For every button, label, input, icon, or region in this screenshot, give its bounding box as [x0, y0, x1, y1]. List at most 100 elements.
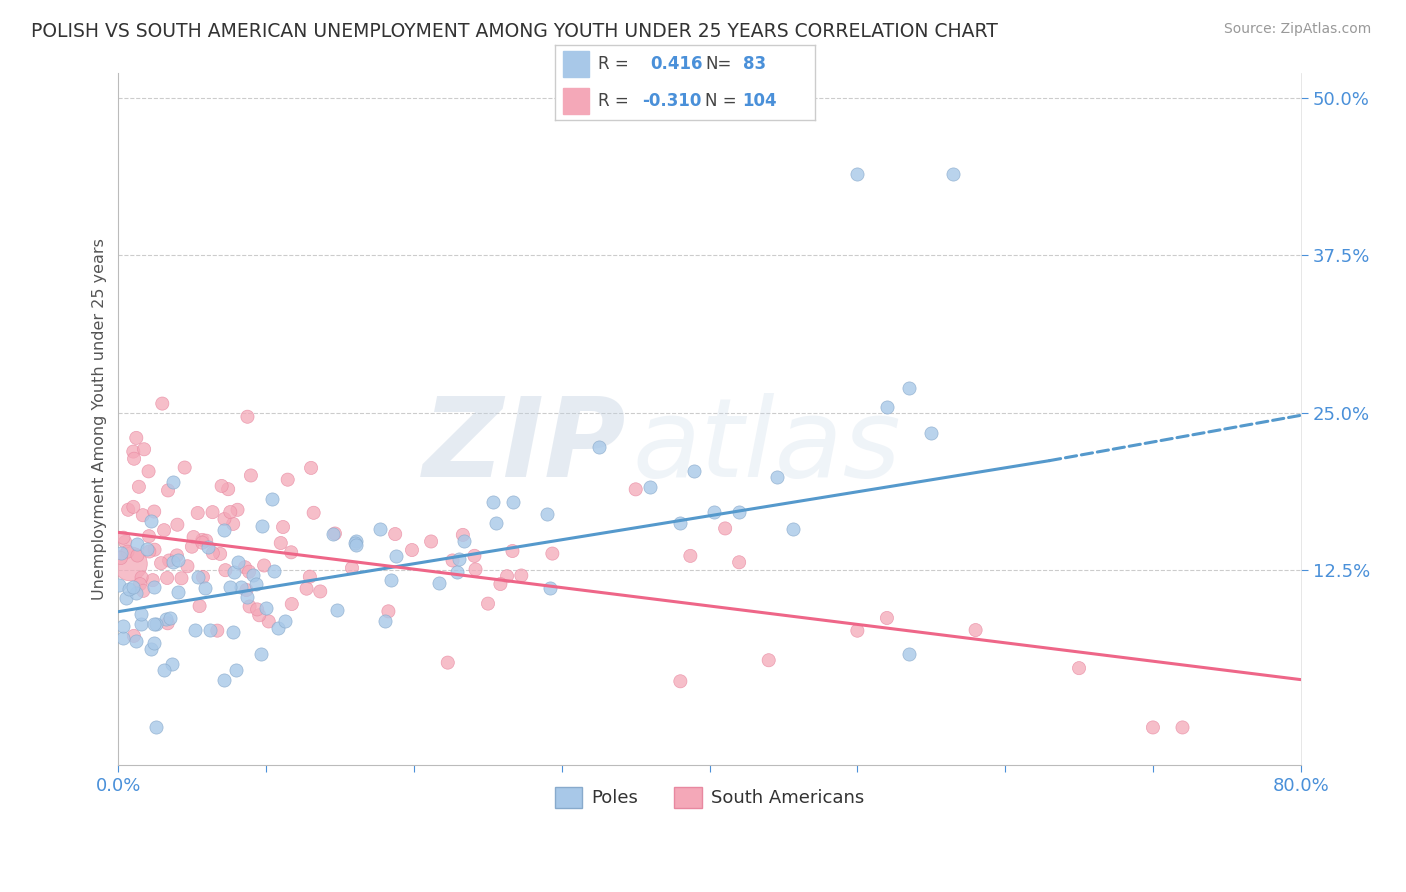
Point: [277, 473, 299, 487]
Point: [135, 542, 157, 557]
Point: [162, 475, 184, 489]
Bar: [564, 51, 589, 78]
Point: [157, 483, 180, 498]
Point: [125, 431, 148, 445]
Point: [212, 673, 235, 687]
Point: [110, 551, 132, 566]
Point: [231, 580, 253, 594]
Point: [876, 400, 898, 414]
Point: [344, 533, 367, 548]
Text: 0.416: 0.416: [651, 55, 703, 73]
Point: [108, 578, 131, 592]
Point: [482, 494, 505, 508]
Point: [160, 657, 183, 671]
Text: R =: R =: [599, 55, 628, 73]
Point: [139, 514, 162, 528]
Point: [250, 519, 273, 533]
Text: N =: N =: [704, 92, 737, 110]
Point: [114, 535, 136, 549]
Point: [187, 506, 209, 520]
Point: [187, 570, 209, 584]
Point: [142, 617, 165, 632]
Point: [214, 563, 236, 577]
Point: [489, 577, 512, 591]
Point: [266, 621, 288, 635]
Point: [624, 483, 647, 497]
Point: [195, 533, 218, 548]
Point: [384, 527, 406, 541]
Point: [117, 502, 139, 516]
Point: [538, 581, 561, 595]
Point: [143, 504, 166, 518]
Point: [222, 516, 245, 531]
Point: [246, 602, 269, 616]
Point: [129, 617, 152, 632]
Point: [501, 544, 523, 558]
Point: [588, 440, 610, 454]
Point: [714, 521, 737, 535]
Point: [377, 604, 399, 618]
Point: [370, 522, 392, 536]
Point: [247, 608, 270, 623]
Point: [782, 522, 804, 536]
Point: [129, 577, 152, 591]
Point: [299, 461, 322, 475]
Point: [898, 648, 921, 662]
Point: [340, 561, 363, 575]
Point: [239, 599, 262, 614]
Point: [139, 641, 162, 656]
Point: [217, 482, 239, 496]
Bar: [564, 87, 589, 114]
Point: [235, 582, 257, 597]
Point: [112, 632, 135, 646]
Point: [1142, 721, 1164, 735]
Point: [374, 614, 396, 628]
Text: 104: 104: [742, 92, 778, 110]
Point: [127, 549, 149, 563]
Point: [122, 580, 145, 594]
Point: [219, 505, 242, 519]
Point: [728, 555, 751, 569]
Text: POLISH VS SOUTH AMERICAN UNEMPLOYMENT AMONG YOUTH UNDER 25 YEARS CORRELATION CHA: POLISH VS SOUTH AMERICAN UNEMPLOYMENT AM…: [31, 22, 998, 41]
Text: R =: R =: [599, 92, 628, 110]
Point: [758, 653, 780, 667]
Point: [1067, 661, 1090, 675]
Point: [322, 527, 344, 541]
Point: [703, 505, 725, 519]
Point: [162, 555, 184, 569]
Point: [765, 469, 787, 483]
Point: [441, 553, 464, 567]
Point: [222, 625, 245, 640]
Point: [669, 516, 692, 531]
Point: [427, 576, 450, 591]
Point: [167, 553, 190, 567]
Point: [191, 533, 214, 547]
Point: [253, 558, 276, 573]
Point: [233, 560, 256, 574]
Point: [447, 552, 470, 566]
Point: [124, 586, 146, 600]
Text: Source: ZipAtlas.com: Source: ZipAtlas.com: [1223, 22, 1371, 37]
Point: [302, 506, 325, 520]
Point: [157, 553, 180, 567]
Point: [114, 591, 136, 605]
Point: [238, 565, 260, 579]
Point: [280, 545, 302, 559]
Point: [128, 480, 150, 494]
Text: atlas: atlas: [633, 393, 901, 500]
Point: [200, 623, 222, 637]
Point: [150, 556, 173, 570]
Point: [846, 167, 869, 181]
Point: [153, 523, 176, 537]
Point: [111, 619, 134, 633]
Point: [188, 599, 211, 613]
Point: [143, 542, 166, 557]
Point: [132, 442, 155, 457]
Point: [477, 597, 499, 611]
Point: [176, 559, 198, 574]
Point: [1171, 721, 1194, 735]
Point: [122, 444, 145, 458]
Point: [122, 500, 145, 514]
Point: [153, 663, 176, 677]
Point: [485, 516, 508, 530]
